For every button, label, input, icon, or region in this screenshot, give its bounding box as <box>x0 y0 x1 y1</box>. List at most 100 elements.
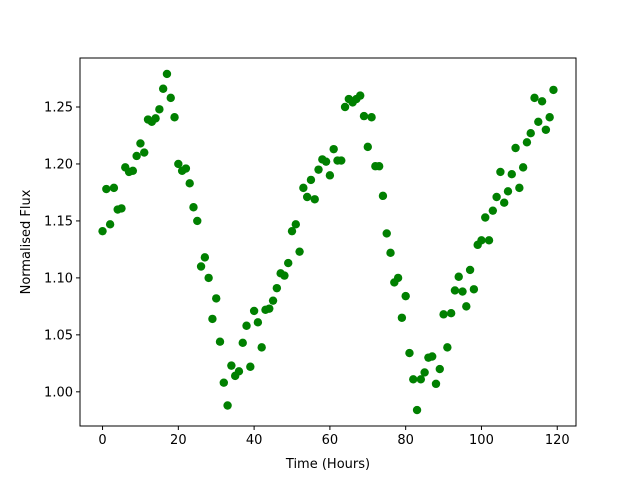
data-point <box>295 247 304 256</box>
data-point <box>253 318 263 327</box>
data-point <box>450 286 460 295</box>
data-point <box>105 220 115 229</box>
data-point <box>454 272 463 281</box>
data-point <box>272 283 282 293</box>
data-point <box>215 337 225 346</box>
plot-frame <box>79 57 577 427</box>
data-point <box>469 285 479 294</box>
data-point <box>420 368 429 377</box>
data-point <box>530 93 539 103</box>
data-point <box>511 143 520 153</box>
y-tick-label: 1.15 <box>44 214 73 229</box>
data-point <box>162 69 172 79</box>
data-point <box>393 273 403 283</box>
data-point <box>549 85 558 95</box>
data-point <box>196 262 206 271</box>
data-point <box>299 183 308 193</box>
data-point <box>522 138 532 147</box>
x-tick-label: 80 <box>397 433 414 448</box>
data-point <box>382 229 391 238</box>
data-point <box>136 139 145 148</box>
data-point <box>356 91 365 100</box>
data-point <box>174 159 183 169</box>
data-point <box>526 128 535 138</box>
points <box>98 69 558 415</box>
x-tick-label: 0 <box>98 433 106 448</box>
data-point <box>287 226 297 236</box>
data-point <box>446 309 456 318</box>
data-point <box>185 179 194 188</box>
data-point <box>484 236 494 245</box>
data-point <box>515 183 524 193</box>
data-point <box>481 213 490 222</box>
data-point <box>337 156 346 165</box>
x-axis-label: Time (Hours) <box>285 457 370 472</box>
data-point <box>412 405 422 415</box>
data-point <box>181 164 191 173</box>
data-point <box>193 216 202 226</box>
data-point <box>306 175 316 185</box>
data-point <box>431 379 441 389</box>
data-point <box>140 148 149 157</box>
data-point <box>310 195 319 204</box>
data-point <box>496 167 505 177</box>
data-point <box>363 142 372 152</box>
data-point <box>291 220 300 229</box>
data-point <box>212 294 221 303</box>
data-point <box>265 304 274 313</box>
data-point <box>98 226 107 236</box>
x-tick-label: 60 <box>322 433 339 448</box>
data-point <box>268 296 278 305</box>
y-axis-label: Normalised Flux <box>19 189 34 294</box>
y-tick-label: 1.05 <box>44 328 73 343</box>
data-point <box>208 314 217 324</box>
data-point <box>257 343 266 352</box>
data-point <box>151 114 160 123</box>
data-point <box>534 117 543 127</box>
data-point <box>102 184 111 194</box>
data-point <box>166 93 175 103</box>
data-point <box>128 166 138 175</box>
data-point <box>405 348 414 358</box>
y-tick-label: 1.25 <box>44 100 73 115</box>
data-point <box>428 352 437 361</box>
data-point <box>302 192 312 202</box>
data-point <box>359 111 369 121</box>
data-point <box>284 258 293 268</box>
data-point <box>249 306 259 316</box>
x-tick-label: 40 <box>246 433 263 448</box>
data-point <box>416 375 426 384</box>
data-point <box>204 273 213 283</box>
data-point <box>545 113 554 122</box>
x-tick-label: 100 <box>469 433 494 448</box>
data-point <box>386 248 395 258</box>
data-point <box>329 144 338 154</box>
data-point <box>340 102 350 112</box>
data-point <box>219 378 228 387</box>
y-tick-label: 1.00 <box>44 385 73 400</box>
data-point <box>242 321 251 330</box>
data-point <box>488 206 498 215</box>
data-point <box>409 375 418 384</box>
data-point <box>132 151 141 161</box>
data-point <box>325 171 335 180</box>
data-point <box>170 113 179 122</box>
data-point <box>435 364 444 374</box>
data-point <box>109 183 119 193</box>
data-point <box>374 162 384 171</box>
data-point <box>439 310 448 319</box>
data-point <box>367 113 376 122</box>
data-point <box>238 338 247 348</box>
x-tick-label: 20 <box>170 433 187 448</box>
data-point <box>465 265 475 275</box>
data-point <box>280 271 289 280</box>
data-point <box>503 187 513 196</box>
data-point <box>492 192 501 202</box>
data-point <box>321 157 331 166</box>
data-point <box>314 165 323 174</box>
data-point <box>397 313 407 322</box>
data-point <box>189 203 198 212</box>
